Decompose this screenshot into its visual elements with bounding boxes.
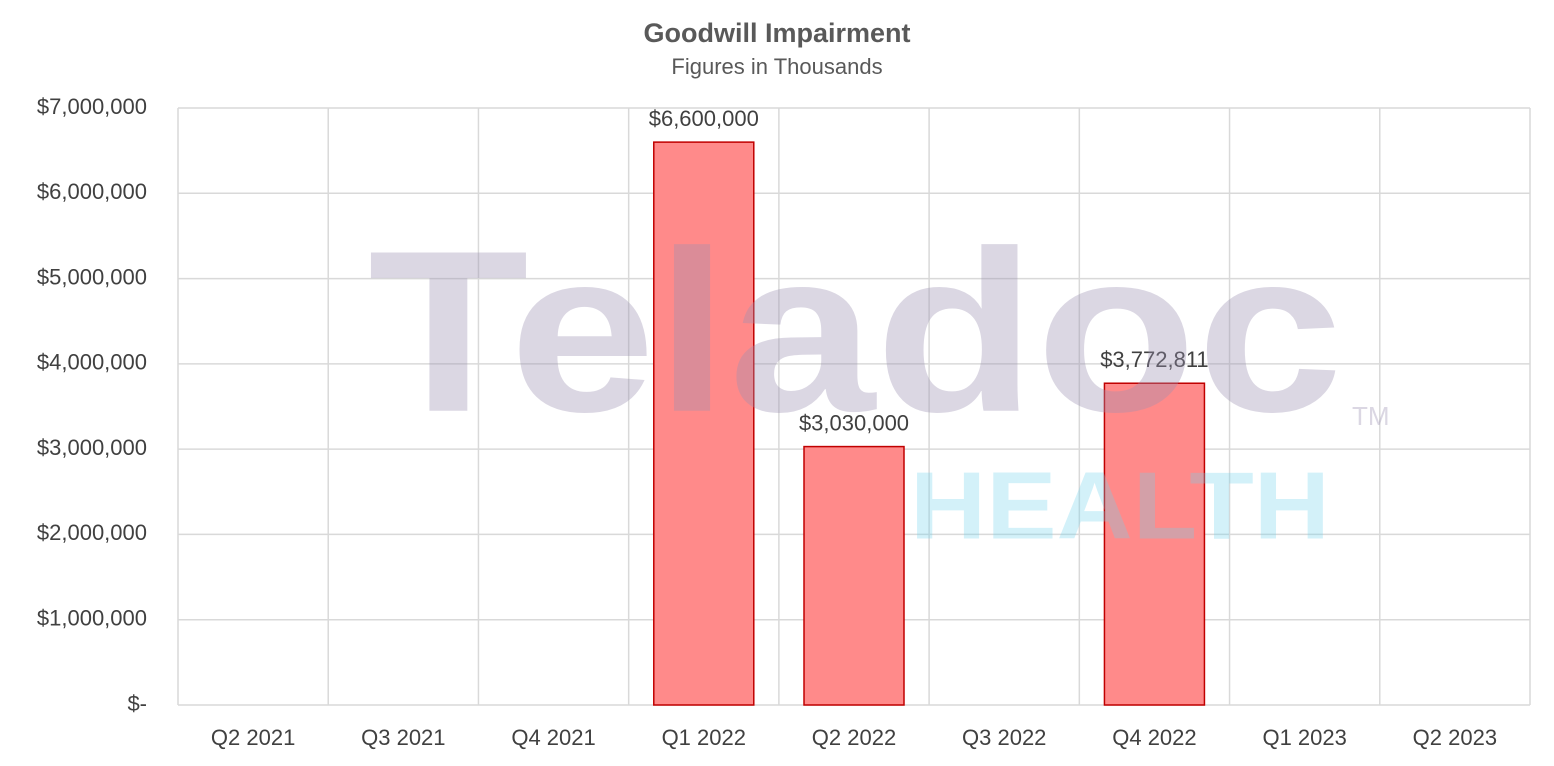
y-tick-label: $3,000,000 [37,435,147,460]
data-label: $3,030,000 [799,410,909,435]
y-tick-label: $2,000,000 [37,520,147,545]
watermark-sub: HEALTH [910,452,1330,559]
x-tick-label: Q3 2022 [962,725,1046,750]
x-tick-label: Q4 2021 [511,725,595,750]
y-tick-label: $7,000,000 [37,94,147,119]
x-tick-label: Q2 2023 [1413,725,1497,750]
data-label: $6,600,000 [649,106,759,131]
y-tick-label: $4,000,000 [37,350,147,375]
watermark-tm: TM [1352,401,1390,431]
x-tick-label: Q4 2022 [1112,725,1196,750]
chart-subtitle: Figures in Thousands [671,54,882,79]
bar [803,445,905,706]
x-tick-label: Q2 2022 [812,725,896,750]
y-tick-label: $1,000,000 [37,606,147,631]
x-tick-label: Q1 2023 [1262,725,1346,750]
y-tick-label: $- [127,691,147,716]
data-label: $3,772,811 [1100,347,1208,372]
y-tick-label: $6,000,000 [37,179,147,204]
x-tick-label: Q1 2022 [662,725,746,750]
watermark-logo: Teladoc [368,203,1343,460]
chart-title: Goodwill Impairment [643,18,910,48]
bar [1103,382,1206,706]
x-tick-label: Q2 2021 [211,725,295,750]
y-tick-label: $5,000,000 [37,264,147,289]
x-tick-label: Q3 2021 [361,725,445,750]
bar [653,141,755,706]
